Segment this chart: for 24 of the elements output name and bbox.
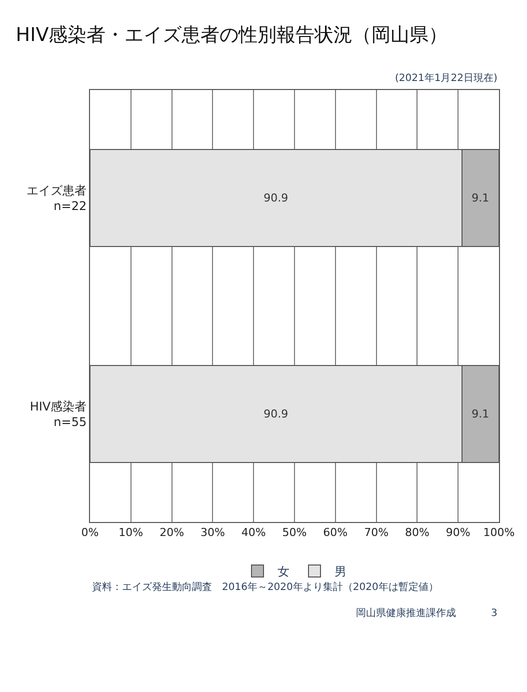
x-tick-label: 0% bbox=[81, 526, 99, 540]
y-tick-label: エイズ患者 n=22 bbox=[26, 183, 87, 213]
x-tick-label: 90% bbox=[446, 526, 470, 540]
chart-subtitle: (2021年1月22日現在) bbox=[395, 72, 498, 84]
x-tick-label: 50% bbox=[282, 526, 307, 540]
text: 岡山県健康推進課作成 bbox=[356, 607, 456, 619]
x-tick-label: 30% bbox=[200, 526, 225, 540]
x-tick-label: 40% bbox=[241, 526, 266, 540]
legend-label: 男 bbox=[334, 564, 346, 579]
data-label: 90.9 bbox=[264, 408, 288, 420]
text: 3 bbox=[491, 608, 498, 619]
data-label: 9.1 bbox=[472, 192, 490, 204]
x-tick-label: 70% bbox=[364, 526, 389, 540]
x-tick-label: 60% bbox=[323, 526, 348, 540]
x-tick-label: 100% bbox=[483, 526, 515, 540]
legend-label: 女 bbox=[278, 564, 290, 579]
chart-title: HIV感染者・エイズ患者の性別報告状況（岡山県） bbox=[16, 24, 448, 46]
data-label: 90.9 bbox=[264, 192, 288, 204]
text: 資料：エイズ発生動向調査 2016年～2020年より集計（2020年は暫定値） bbox=[92, 581, 438, 593]
x-tick-label: 10% bbox=[118, 526, 144, 540]
data-label: 9.1 bbox=[472, 408, 490, 420]
y-tick-label: HIV感染者 n=55 bbox=[30, 399, 87, 429]
x-tick-label: 20% bbox=[160, 526, 184, 540]
x-tick-label: 80% bbox=[404, 526, 430, 540]
